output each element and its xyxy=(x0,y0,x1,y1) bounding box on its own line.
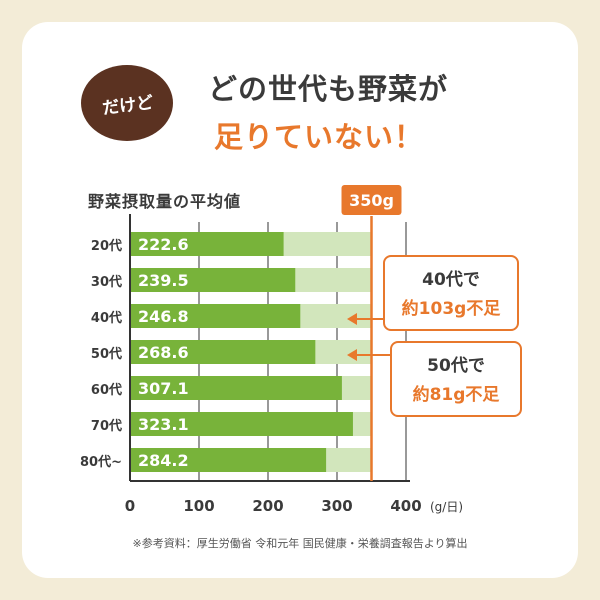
category-label-0: 20代 xyxy=(91,238,122,254)
callout-50s: 50代で 約81g不足 xyxy=(390,341,522,417)
category-label-3: 50代 xyxy=(91,346,122,362)
headline-line-1: どの世代も野菜が xyxy=(208,72,449,106)
callout-arrow-head-0 xyxy=(347,313,357,325)
value-label-6: 284.2 xyxy=(138,451,189,470)
value-label-2: 246.8 xyxy=(138,307,189,326)
callout-40s: 40代で 約103g不足 xyxy=(383,255,519,331)
bar-0 xyxy=(130,232,284,256)
bar-2 xyxy=(130,304,301,328)
callout-arrow-head-1 xyxy=(347,349,357,361)
category-label-5: 70代 xyxy=(91,418,122,434)
category-label-2: 40代 xyxy=(91,310,122,326)
callout-50s-age: 50代で xyxy=(427,356,485,376)
headline-line-2: 足りていない！ xyxy=(214,120,425,154)
category-label-4: 60代 xyxy=(91,382,122,398)
callout-50s-shortfall: 約81g不足 xyxy=(412,385,500,405)
callout-40s-shortfall: 約103g不足 xyxy=(401,299,501,319)
x-unit-label: (g/日) xyxy=(430,500,463,514)
badge: だけど xyxy=(81,65,173,141)
value-label-0: 222.6 xyxy=(138,235,189,254)
x-tick-label-0: 0 xyxy=(125,497,135,515)
target-label-box xyxy=(341,185,402,215)
bar-1 xyxy=(130,268,296,292)
value-label-4: 307.1 xyxy=(138,379,189,398)
bar-5 xyxy=(130,412,353,436)
x-tick-label-200: 200 xyxy=(252,497,283,515)
source-note: ※参考資料：厚生労働省 令和元年 国民健康・栄養調査報告より算出 xyxy=(132,537,468,550)
value-label-5: 323.1 xyxy=(138,415,189,434)
bar-3 xyxy=(130,340,316,364)
bar-6 xyxy=(130,448,327,472)
x-tick-label-400: 400 xyxy=(390,497,421,515)
x-tick-label-300: 300 xyxy=(321,497,352,515)
x-tick-label-100: 100 xyxy=(183,497,214,515)
category-label-6: 80代~ xyxy=(80,454,122,470)
value-label-1: 239.5 xyxy=(138,271,189,290)
target-label: 350g xyxy=(349,191,394,210)
bar-4 xyxy=(130,376,342,400)
chart-title: 野菜摂取量の平均値 xyxy=(88,192,242,211)
value-label-3: 268.6 xyxy=(138,343,189,362)
callout-40s-age: 40代で xyxy=(422,270,480,290)
category-label-1: 30代 xyxy=(91,274,122,290)
